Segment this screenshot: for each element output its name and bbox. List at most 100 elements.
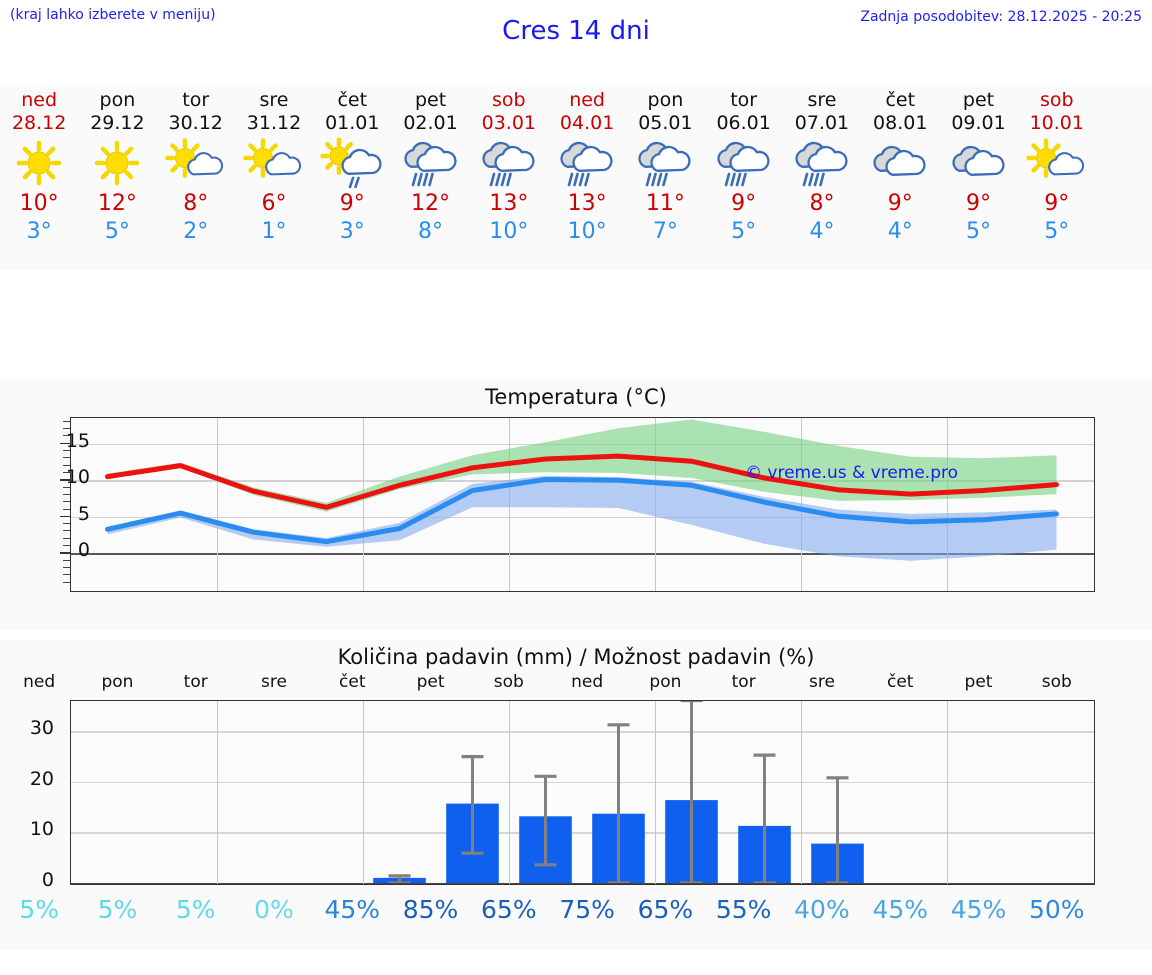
temperature-axis-minor-tick — [63, 464, 70, 466]
forecast-tmin: 3° — [339, 219, 365, 244]
sun-cloud-rain-icon — [320, 137, 382, 189]
precipitation-vertical-gridline — [947, 701, 948, 884]
cloud-rain-icon — [638, 141, 691, 187]
sun-cloud-icon — [243, 138, 301, 178]
forecast-weather-icon — [472, 138, 546, 188]
forecast-day-column[interactable]: sob 03.01 13° 10° — [470, 85, 548, 270]
temperature-y-tick-label: 5 — [77, 502, 90, 525]
precipitation-dayname: tor — [731, 672, 756, 692]
precipitation-plot-area — [70, 700, 1095, 885]
forecast-tmax: 10° — [19, 191, 59, 216]
forecast-day-column[interactable]: pon 29.12 12° 5° — [78, 85, 156, 270]
temperature-axis-minor-tick — [63, 530, 70, 532]
forecast-weather-icon — [550, 138, 624, 188]
precipitation-vertical-gridline — [217, 701, 218, 884]
forecast-date: 07.01 — [794, 112, 850, 134]
forecast-weather-icon — [1020, 138, 1094, 188]
forecast-dayname: tor — [182, 89, 210, 111]
forecast-date: 09.01 — [951, 112, 1006, 134]
forecast-day-column[interactable]: pet 09.01 9° 5° — [939, 85, 1017, 270]
forecast-day-column[interactable]: ned 28.12 10° 3° — [0, 85, 78, 270]
precipitation-dayname: pon — [101, 672, 134, 692]
precipitation-vertical-gridline — [509, 701, 510, 884]
precipitation-probability-label: 5% — [97, 895, 138, 924]
sun-icon — [95, 140, 140, 186]
sun-cloud-icon — [164, 138, 223, 178]
precipitation-dayname: sob — [493, 672, 524, 692]
forecast-dayname: pet — [962, 89, 995, 111]
temperature-axis-minor-tick — [63, 508, 70, 510]
forecast-dayname: sob — [1040, 89, 1074, 111]
forecast-day-column[interactable]: sre 07.01 8° 4° — [783, 85, 861, 270]
forecast-date: 28.12 — [11, 112, 67, 134]
forecast-date: 29.12 — [90, 112, 145, 134]
forecast-tmax: 9° — [339, 191, 365, 216]
forecast-day-column[interactable]: tor 06.01 9° 5° — [705, 85, 783, 270]
precipitation-dayname: sre — [808, 672, 835, 692]
forecast-dayname: čet — [885, 89, 916, 111]
forecast-day-column[interactable]: pet 02.01 12° 8° — [391, 85, 469, 270]
forecast-date: 31.12 — [246, 112, 302, 134]
precipitation-probability-label: 45% — [950, 895, 1007, 924]
temperature-vertical-gridline — [363, 418, 364, 591]
precipitation-probability-label: 5% — [175, 895, 216, 924]
forecast-dayname: sre — [259, 89, 289, 111]
sun-cloud-icon — [1026, 138, 1084, 178]
cloud-icon — [951, 145, 1005, 176]
temperature-axis-minor-tick — [63, 486, 70, 488]
forecast-day-column[interactable]: čet 08.01 9° 4° — [861, 85, 939, 270]
forecast-date: 10.01 — [1029, 112, 1084, 134]
temperature-axis-minor-tick — [63, 471, 70, 473]
precipitation-dayname: pet — [416, 672, 445, 692]
forecast-weather-icon — [2, 138, 76, 188]
forecast-dayname: sob — [492, 89, 526, 111]
precipitation-error-bar — [680, 701, 703, 883]
forecast-weather-icon — [628, 138, 702, 188]
watermark-text: © vreme.us & vreme.pro — [745, 463, 959, 483]
temperature-y-tick-label: 0 — [77, 539, 90, 562]
forecast-tmin: 5° — [966, 219, 992, 244]
precipitation-error-bar — [607, 723, 630, 883]
forecast-tmax: 12° — [411, 191, 451, 216]
precipitation-dayname: čet — [886, 672, 914, 692]
forecast-day-column[interactable]: čet 01.01 9° 3° — [313, 85, 391, 270]
forecast-tmax: 9° — [1044, 191, 1070, 216]
forecast-tmax: 8° — [183, 191, 209, 216]
forecast-day-column[interactable]: sre 31.12 6° 1° — [235, 85, 313, 270]
temperature-vertical-gridline — [217, 418, 218, 591]
cloud-icon — [873, 145, 926, 176]
precipitation-series-svg — [373, 701, 864, 883]
forecast-day-column[interactable]: tor 30.12 8° 2° — [157, 85, 235, 270]
precipitation-error-bar — [534, 774, 557, 867]
forecast-dayname: čet — [337, 89, 368, 111]
temperature-axis-minor-tick — [63, 493, 70, 495]
forecast-dayname: sre — [807, 89, 837, 111]
page-title: Cres 14 dni — [502, 16, 650, 46]
forecast-day-column[interactable]: ned 04.01 13° 10° — [548, 85, 626, 270]
cloud-rain-icon — [560, 141, 613, 187]
precipitation-dayname: sre — [261, 672, 287, 692]
forecast-strip: ned 28.12 10° 3° pon 29.12 12° 5° tor 30.12 8° 2° s… — [0, 85, 1152, 270]
precipitation-vertical-gridline — [801, 701, 802, 884]
precipitation-chart-title: Količina padavin (mm) / Možnost padavin … — [337, 645, 815, 669]
temperature-y-tick-label: 10 — [65, 466, 90, 489]
temperature-axis-minor-tick — [63, 537, 70, 539]
temperature-gridline — [71, 553, 1094, 556]
precipitation-probability-label: 85% — [402, 895, 459, 924]
temperature-axis-minor-tick — [63, 581, 70, 583]
cloud-rain-icon — [482, 141, 535, 187]
forecast-tmax: 8° — [809, 191, 835, 216]
forecast-tmax: 13° — [489, 191, 529, 216]
temperature-axis-minor-tick — [63, 428, 70, 429]
precipitation-probability-label: 55% — [715, 895, 772, 924]
forecast-tmin: 8° — [418, 219, 444, 244]
precipitation-error-bar — [753, 753, 776, 883]
forecast-day-column[interactable]: pon 05.01 11° 7° — [626, 85, 704, 270]
precipitation-gridline — [71, 731, 1094, 733]
temperature-axis-major-tick — [60, 515, 70, 518]
precipitation-dayname: pet — [964, 672, 993, 692]
forecast-day-column[interactable]: sob 10.01 9° 5° — [1018, 85, 1096, 270]
temperature-plot-area — [70, 417, 1095, 592]
precipitation-vertical-gridline — [655, 701, 656, 884]
forecast-weather-icon — [394, 138, 468, 188]
